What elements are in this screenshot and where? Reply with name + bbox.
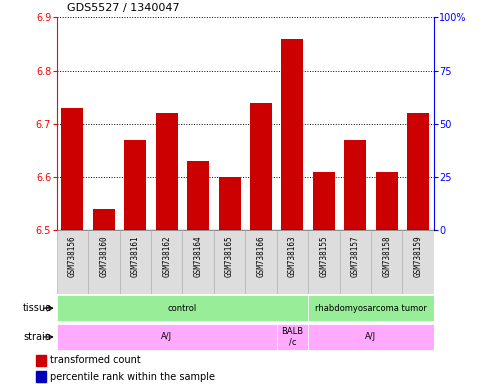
Text: rhabdomyosarcoma tumor: rhabdomyosarcoma tumor bbox=[315, 304, 427, 313]
Bar bbox=[93, 209, 115, 230]
Bar bbox=[277, 230, 308, 294]
Bar bbox=[376, 172, 398, 230]
Bar bbox=[245, 230, 277, 294]
Bar bbox=[57, 230, 88, 294]
Bar bbox=[36, 371, 46, 382]
Text: A/J: A/J bbox=[161, 333, 172, 341]
Bar bbox=[407, 113, 429, 230]
Bar bbox=[218, 177, 241, 230]
Text: GSM738162: GSM738162 bbox=[162, 235, 171, 277]
Bar bbox=[308, 230, 340, 294]
Text: GSM738159: GSM738159 bbox=[414, 235, 423, 277]
Bar bbox=[344, 140, 366, 230]
Bar bbox=[371, 230, 402, 294]
Text: control: control bbox=[168, 304, 197, 313]
Bar bbox=[182, 230, 214, 294]
Text: A/J: A/J bbox=[365, 333, 377, 341]
Text: GSM738166: GSM738166 bbox=[256, 235, 266, 277]
Bar bbox=[57, 324, 277, 350]
Text: transformed count: transformed count bbox=[50, 356, 141, 366]
Text: percentile rank within the sample: percentile rank within the sample bbox=[50, 372, 215, 382]
Bar bbox=[151, 230, 182, 294]
Text: tissue: tissue bbox=[23, 303, 52, 313]
Text: GSM738157: GSM738157 bbox=[351, 235, 360, 277]
Text: GSM738155: GSM738155 bbox=[319, 235, 328, 277]
Bar bbox=[313, 172, 335, 230]
Bar bbox=[119, 230, 151, 294]
Bar bbox=[308, 324, 434, 350]
Text: strain: strain bbox=[24, 332, 52, 342]
Text: GSM738161: GSM738161 bbox=[131, 235, 140, 277]
Text: GSM738158: GSM738158 bbox=[382, 235, 391, 277]
Bar bbox=[250, 103, 272, 230]
Text: GSM738165: GSM738165 bbox=[225, 235, 234, 277]
Bar bbox=[124, 140, 146, 230]
Text: GSM738156: GSM738156 bbox=[68, 235, 77, 277]
Text: BALB
/c: BALB /c bbox=[282, 327, 304, 347]
Bar bbox=[402, 230, 434, 294]
Bar bbox=[308, 295, 434, 321]
Bar bbox=[340, 230, 371, 294]
Text: GSM738160: GSM738160 bbox=[99, 235, 108, 277]
Bar bbox=[88, 230, 119, 294]
Text: GDS5527 / 1340047: GDS5527 / 1340047 bbox=[67, 3, 179, 13]
Bar bbox=[62, 108, 83, 230]
Bar bbox=[214, 230, 246, 294]
Bar bbox=[36, 355, 46, 366]
Bar bbox=[282, 39, 303, 230]
Text: GSM738164: GSM738164 bbox=[194, 235, 203, 277]
Bar bbox=[277, 324, 308, 350]
Bar bbox=[156, 113, 177, 230]
Bar bbox=[57, 295, 308, 321]
Bar bbox=[187, 161, 209, 230]
Text: GSM738163: GSM738163 bbox=[288, 235, 297, 277]
